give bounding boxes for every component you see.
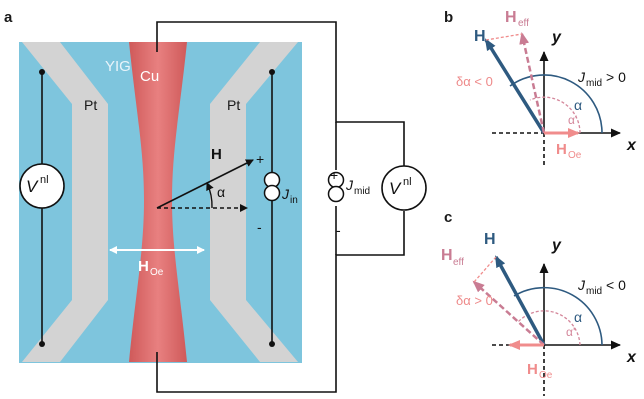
- panel-a-letter: a: [4, 9, 13, 26]
- left-voltmeter: [19, 163, 65, 209]
- c-jmid-cond: < 0: [606, 277, 626, 293]
- b-hoe-sub: Oe: [568, 150, 582, 161]
- panel-c: c H H eff y x J mid < 0 δα > 0 α α' H Oe: [441, 209, 637, 396]
- panel-c-letter: c: [444, 209, 452, 226]
- jin-minus: -: [257, 219, 262, 235]
- c-alpha-arc: [513, 286, 603, 346]
- c-x-label: x: [626, 349, 637, 366]
- wire-bottom: [156, 211, 405, 393]
- c-heff-sub: eff: [453, 257, 464, 268]
- b-jmid-sub: mid: [586, 78, 602, 89]
- cu-label: Cu: [140, 68, 159, 85]
- b-heff-vector: [519, 32, 546, 134]
- h-field-arrow: [156, 159, 254, 209]
- c-delta-label: δα > 0: [456, 293, 493, 308]
- c-heff-vector: [472, 280, 545, 346]
- jmid-symbol: J: [345, 177, 354, 193]
- b-x-label: x: [626, 137, 637, 154]
- cu-strip: [129, 42, 187, 362]
- c-alpha-prime-label: α': [566, 325, 575, 339]
- jmid-sub: mid: [354, 186, 370, 197]
- pt-strip-left: [22, 42, 108, 362]
- c-alpha-label: α: [574, 309, 582, 325]
- left-voltmeter-sup: nl: [40, 174, 49, 186]
- panel-b-letter: b: [444, 9, 453, 26]
- c-hoe-link: [473, 256, 497, 283]
- b-heff-label: H: [505, 9, 517, 26]
- pt-left-label: Pt: [84, 97, 97, 113]
- panel-a: a YIG Pt Pt Cu V nl + - J: [4, 9, 427, 393]
- b-hoe-label: H: [556, 141, 567, 158]
- b-alpha-arc: [509, 74, 603, 134]
- jin-plus: +: [256, 151, 264, 167]
- left-probe-dot-top: [39, 69, 45, 75]
- b-y-label: y: [551, 29, 562, 46]
- b-alpha-prime-label: α': [568, 113, 577, 127]
- right-probe-dot-top: [269, 69, 275, 75]
- left-probe-dot-bottom: [39, 341, 45, 347]
- right-voltmeter-sup: nl: [403, 176, 412, 188]
- jmid-plus: +: [330, 167, 338, 183]
- c-hoe-sub: Oe: [539, 370, 553, 381]
- c-hoe-label: H: [527, 361, 538, 378]
- hoe-sub-a: Oe: [150, 267, 164, 278]
- jin-source-lower-circle: [263, 184, 281, 202]
- h-field-label: H: [211, 146, 222, 163]
- alpha-label-a: α: [217, 184, 225, 200]
- b-jmid-cond: > 0: [606, 69, 626, 85]
- pt-strip-right: [210, 42, 298, 362]
- c-h-vector: [494, 255, 546, 346]
- wire-top: [156, 21, 405, 166]
- b-h-vector: [484, 38, 546, 134]
- left-voltmeter-symbol: V: [26, 177, 39, 196]
- jin-sub: in: [290, 195, 298, 206]
- yig-label: YIG: [105, 58, 131, 75]
- b-delta-label: δα < 0: [456, 74, 493, 89]
- b-alpha-prime-arc: [529, 96, 581, 134]
- alpha-arc-a: [206, 182, 214, 209]
- c-y-label: y: [551, 237, 562, 254]
- b-heff-sub: eff: [518, 18, 529, 29]
- jmid-source-lower-circle: [327, 185, 345, 203]
- c-h-label: H: [484, 231, 496, 248]
- hoe-label-a: H: [138, 258, 149, 275]
- panel-b: b H H eff y x J mid > 0 δα < 0 α α' H Oe: [444, 9, 637, 168]
- c-jmid-sub: mid: [586, 286, 602, 297]
- jmid-minus: -: [336, 222, 341, 238]
- b-alpha-label: α: [574, 97, 582, 113]
- b-h-label: H: [474, 28, 486, 45]
- right-voltmeter-symbol: V: [389, 179, 402, 198]
- jin-symbol: J: [281, 186, 290, 202]
- c-jmid-symbol: J: [577, 277, 586, 293]
- c-heff-label: H: [441, 247, 453, 264]
- right-voltmeter: [381, 165, 427, 211]
- pt-right-label: Pt: [227, 97, 240, 113]
- b-hoe-link: [485, 33, 523, 41]
- right-probe-dot-bottom: [269, 341, 275, 347]
- b-jmid-symbol: J: [577, 69, 586, 85]
